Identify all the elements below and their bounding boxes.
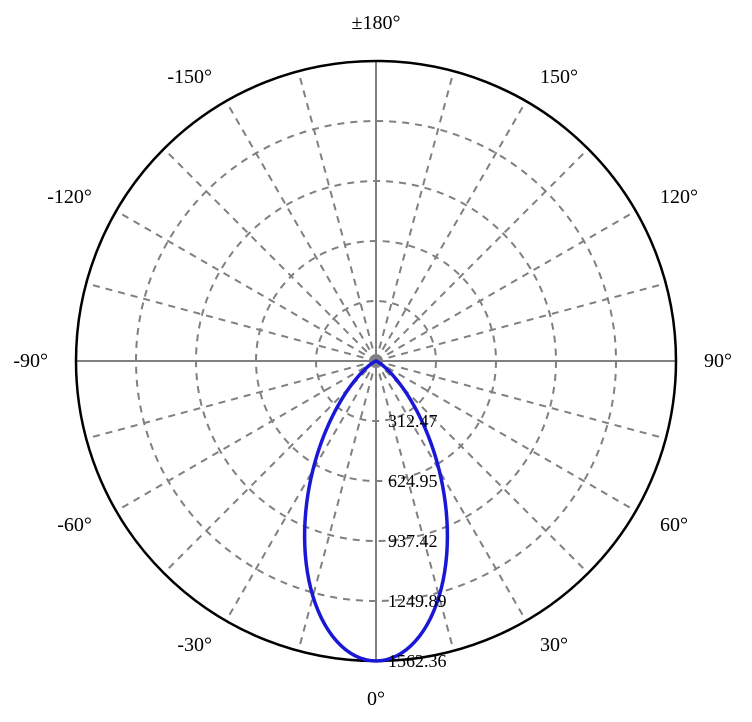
angle-label: -90° [13,350,48,372]
angle-label: -30° [177,634,212,656]
radial-tick-label: 1249.89 [388,591,447,611]
angle-label: 0° [367,688,385,710]
radial-tick-label: 937.42 [388,531,438,551]
angle-label: 120° [660,186,698,208]
angle-label: -60° [57,514,92,536]
polar-chart-svg: 312.47 624.95 937.42 1249.89 1562.360° 30° 60°… [0,0,752,722]
angle-label: 90° [704,350,732,372]
angle-label: -120° [47,186,92,208]
angle-label: 30° [540,634,568,656]
radial-tick-label: 624.95 [388,471,438,491]
radial-tick-label: 312.47 [388,411,438,431]
radial-tick-label: 1562.36 [388,651,447,671]
angle-label: -150° [167,66,212,88]
angle-label: ±180° [352,12,401,34]
angle-label: 60° [660,514,688,536]
angle-label: 150° [540,66,578,88]
polar-chart: 312.47 624.95 937.42 1249.89 1562.360° 30° 60°… [0,0,752,722]
